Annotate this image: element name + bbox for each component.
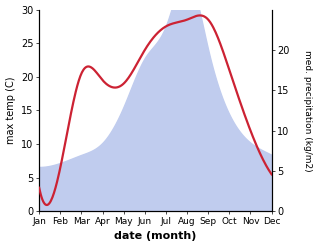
X-axis label: date (month): date (month)	[114, 231, 197, 242]
Y-axis label: max temp (C): max temp (C)	[5, 77, 16, 144]
Y-axis label: med. precipitation (kg/m2): med. precipitation (kg/m2)	[303, 50, 313, 171]
